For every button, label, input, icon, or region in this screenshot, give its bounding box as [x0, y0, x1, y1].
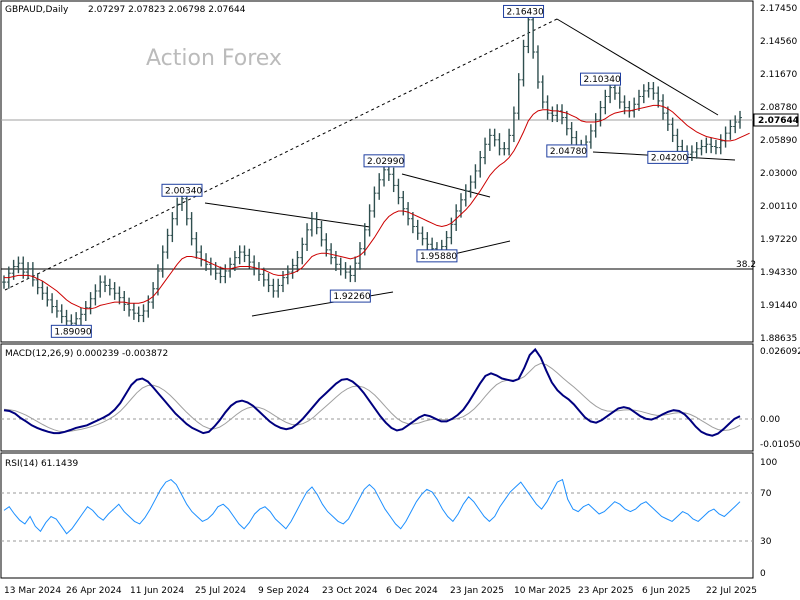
level-label-box	[161, 183, 203, 197]
level-label-box	[416, 249, 458, 263]
dashed-trend-line	[4, 18, 558, 291]
macd-lines	[3, 347, 741, 437]
price-tick-label: 2.05890	[760, 136, 797, 146]
upper-wedge-line	[204, 202, 371, 228]
rsi-title: RSI(14) 61.1439	[5, 459, 78, 469]
level-label: 1.89090	[54, 327, 91, 337]
level-label-box	[546, 144, 588, 158]
upper-triangle-line	[401, 173, 491, 198]
level-label-box	[363, 154, 405, 168]
level-label: 2.00340	[165, 186, 202, 196]
current-price-box	[753, 113, 799, 127]
price-tick-label: 2.17450	[760, 4, 797, 14]
date-label: 6 Dec 2024	[386, 586, 438, 596]
level-label-box	[329, 289, 371, 303]
price-tick-label: 2.14560	[760, 37, 797, 47]
macd-tick-label: 0.00	[760, 415, 780, 425]
price-tick-label: 2.11670	[760, 70, 797, 80]
date-label: 9 Sep 2024	[258, 586, 310, 596]
date-label: 10 Mar 2025	[514, 586, 571, 596]
ohlc-label: 2.07297 2.07823 2.06798 2.07644	[88, 5, 246, 15]
current-price-label: 2.07644	[758, 116, 799, 126]
price-tick-label: 2.03000	[760, 169, 797, 179]
rsi-tick-label: 30	[760, 537, 772, 547]
watermark: Action Forex	[146, 46, 282, 71]
date-label: 22 Jul 2025	[706, 586, 757, 596]
date-label: 6 Jun 2025	[642, 586, 690, 596]
price-tick-label: 2.08780	[760, 103, 797, 113]
level-label-box	[579, 72, 621, 86]
macd-title: MACD(12,26,9) 0.000239 -0.003872	[5, 349, 168, 359]
level-label: 2.04780	[550, 147, 587, 157]
level-label-box	[647, 150, 689, 164]
date-label: 13 Mar 2024	[4, 586, 61, 596]
price-tick-label: 1.88635	[760, 334, 797, 344]
resistance-line	[556, 18, 719, 116]
moving-average	[4, 104, 750, 310]
rsi-series-line	[3, 478, 741, 535]
rsi-tick-label: 70	[760, 489, 772, 499]
macd-main-line	[3, 347, 741, 437]
level-label-box	[50, 324, 92, 338]
price-tick-label: 1.97220	[760, 235, 797, 245]
date-label: 23 Oct 2024	[322, 586, 378, 596]
macd-signal-line	[3, 362, 741, 433]
rsi-tick-label: 0	[760, 569, 766, 579]
price-level-labels: 2.16430 2.10340 2.04780 2.04200 2.02990 1.958…	[50, 4, 689, 338]
date-label: 25 Jul 2024	[195, 586, 246, 596]
level-label-box	[503, 4, 545, 18]
price-panel	[0, 0, 754, 343]
level-label: 1.95880	[420, 252, 457, 262]
trend-lines	[4, 18, 736, 317]
symbol-label: GBPAUD,Daily	[5, 5, 69, 15]
fib-label: 38.2	[736, 260, 756, 270]
macd-tick-label: -0.010509	[760, 440, 800, 450]
price-axis: 2.17450 2.14560 2.11670 2.08780 2.05890 …	[760, 4, 797, 344]
date-label: 23 Apr 2025	[578, 586, 634, 596]
price-tick-label: 1.94330	[760, 268, 797, 278]
level-label: 1.92260	[333, 292, 370, 302]
macd-tick-label: 0.026092	[760, 347, 800, 357]
rsi-line	[3, 478, 741, 535]
date-label: 26 Apr 2024	[66, 586, 122, 596]
level-label: 2.02990	[367, 157, 404, 167]
level-label: 2.16430	[507, 7, 544, 17]
price-bars	[2, 13, 742, 330]
date-axis: 13 Mar 2024 26 Apr 2024 11 Jun 2024 25 J…	[4, 586, 757, 596]
price-tick-label: 2.00110	[760, 202, 797, 212]
level-label: 2.04200	[651, 153, 688, 163]
date-label: 11 Jun 2024	[130, 586, 184, 596]
ma-line	[4, 104, 750, 310]
rsi-panel	[0, 452, 754, 579]
rsi-tick-label: 100	[760, 458, 777, 468]
macd-panel	[0, 343, 754, 452]
level-label: 2.10340	[583, 75, 620, 85]
price-tick-label: 1.91440	[760, 301, 797, 311]
date-label: 23 Jan 2025	[450, 586, 504, 596]
